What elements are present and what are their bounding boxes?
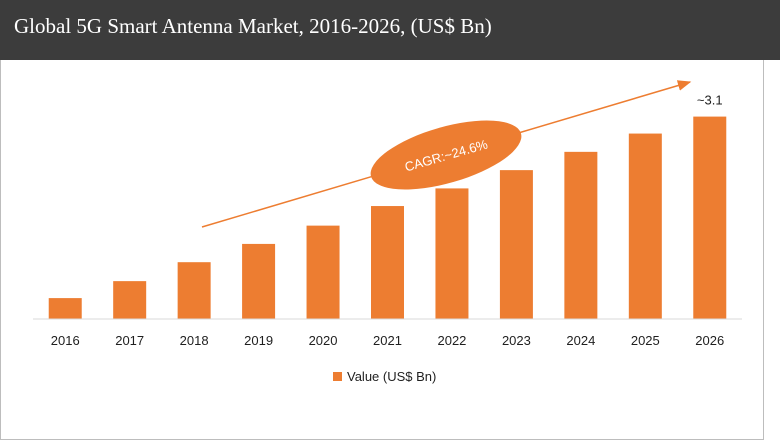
- bar-2020: [306, 225, 340, 319]
- x-tick-label-2022: 2022: [437, 333, 466, 348]
- data-label-2026: ~3.1: [697, 93, 723, 108]
- x-tick-label-2025: 2025: [631, 333, 660, 348]
- chart-header: Global 5G Smart Antenna Market, 2016-202…: [0, 0, 780, 60]
- bar-2017: [113, 281, 147, 319]
- bar-2026: [693, 116, 727, 320]
- bar-2019: [242, 243, 276, 319]
- bar-2022: [435, 188, 469, 319]
- bar-2024: [564, 151, 598, 319]
- x-tick-label-2024: 2024: [566, 333, 595, 348]
- bar-2018: [177, 262, 211, 319]
- legend-swatch: [333, 372, 342, 381]
- x-tick-label-2021: 2021: [373, 333, 402, 348]
- legend: Value (US$ Bn): [333, 369, 436, 384]
- bar-2023: [499, 170, 533, 319]
- x-tick-label-2026: 2026: [695, 333, 724, 348]
- bar-2016: [48, 298, 82, 319]
- x-tick-label-2019: 2019: [244, 333, 273, 348]
- chart-title: Global 5G Smart Antenna Market, 2016-202…: [14, 14, 492, 38]
- x-tick-label-2016: 2016: [51, 333, 80, 348]
- x-tick-label-2020: 2020: [309, 333, 338, 348]
- legend-label: Value (US$ Bn): [347, 369, 436, 384]
- bar-2021: [371, 206, 404, 319]
- x-tick-label-2017: 2017: [115, 333, 144, 348]
- cagr-ellipse: [370, 120, 522, 190]
- x-tick-label-2023: 2023: [502, 333, 531, 348]
- bar-2025: [628, 133, 662, 319]
- x-tick-label-2018: 2018: [180, 333, 209, 348]
